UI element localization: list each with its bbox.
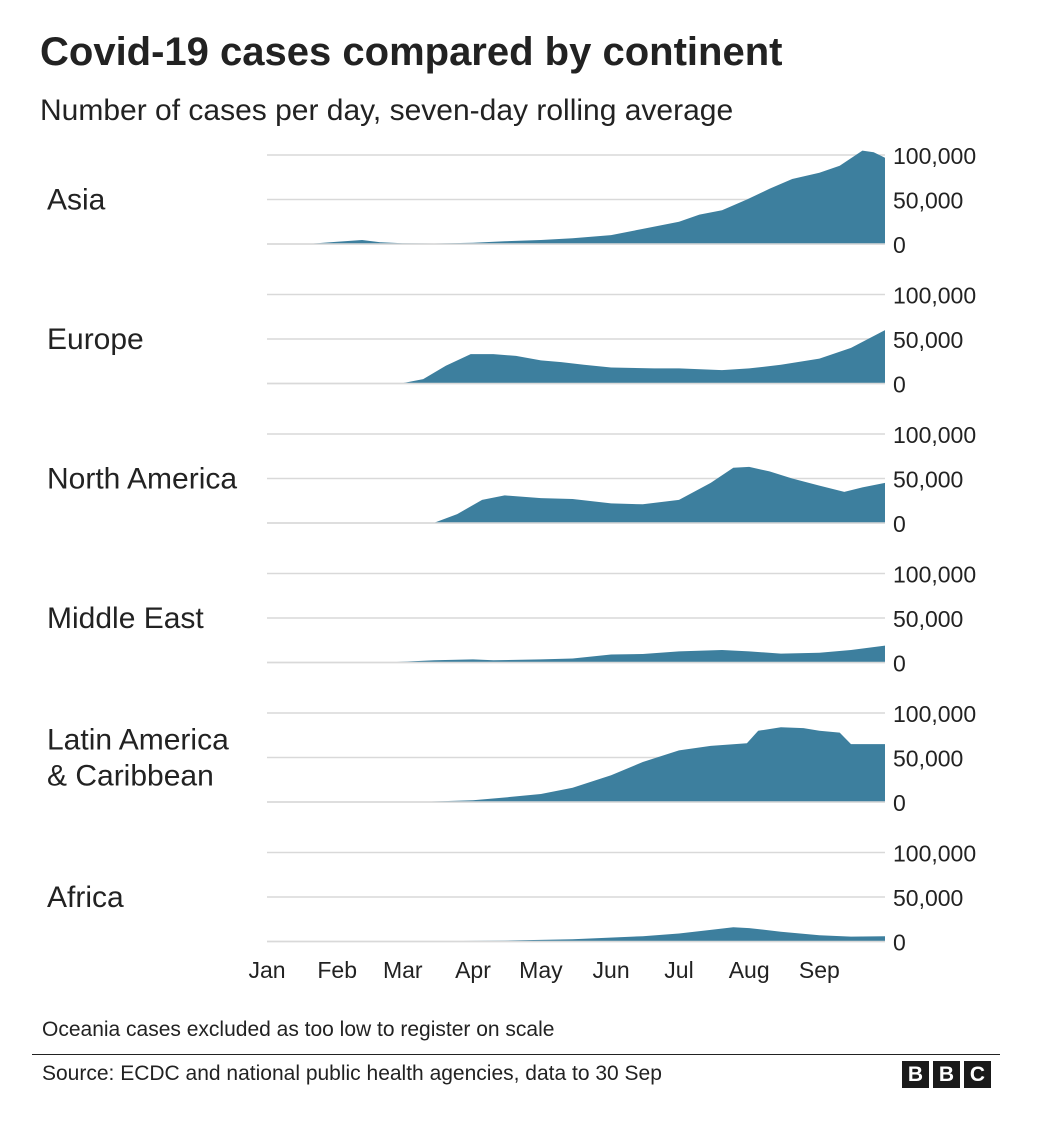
series-label: Latin America [47, 724, 229, 757]
x-tick-label: Apr [455, 957, 491, 983]
page-title: Covid-19 cases compared by continent [40, 30, 783, 74]
x-tick-label: May [519, 957, 563, 983]
bbc-logo-letter: B [933, 1061, 960, 1088]
y-tick-label: 50,000 [893, 327, 963, 353]
y-tick-label: 100,000 [893, 143, 976, 169]
y-tick-label: 50,000 [893, 467, 963, 493]
series-label: Africa [47, 881, 124, 914]
source-note: Source: ECDC and national public health … [42, 1062, 662, 1085]
series-label: Asia [47, 184, 106, 217]
area-series [267, 466, 885, 523]
page-subtitle: Number of cases per day, seven-day rolli… [40, 94, 734, 127]
y-tick-label: 100,000 [893, 841, 976, 867]
x-tick-label: Jan [248, 957, 285, 983]
area-series [267, 330, 885, 384]
x-tick-label: Jun [593, 957, 630, 983]
x-tick-label: Aug [729, 957, 770, 983]
x-tick-label: Feb [317, 957, 357, 983]
area-series [267, 727, 885, 802]
y-tick-label: 50,000 [893, 885, 963, 911]
y-tick-label: 0 [893, 511, 906, 537]
footnote: Oceania cases excluded as too low to reg… [42, 1018, 555, 1041]
series-label: Europe [47, 323, 144, 356]
y-tick-label: 50,000 [893, 746, 963, 772]
y-tick-label: 100,000 [893, 422, 976, 448]
bbc-logo-letter: C [964, 1061, 991, 1088]
x-tick-label: Sep [799, 957, 840, 983]
small-multiples-chart: 100,000 50,000 0 Asia 100,000 50,000 0 Europe 10… [47, 143, 976, 983]
footer-divider [32, 1054, 1000, 1055]
y-tick-label: 0 [893, 651, 906, 677]
x-tick-label: Jul [664, 957, 693, 983]
area-series [267, 645, 885, 663]
y-tick-label: 100,000 [893, 701, 976, 727]
y-tick-label: 100,000 [893, 283, 976, 309]
series-label: North America [47, 463, 237, 496]
area-series [267, 150, 885, 244]
series-label: Middle East [47, 602, 204, 635]
y-tick-label: 0 [893, 930, 906, 956]
bbc-logo: B B C [902, 1061, 991, 1088]
x-tick-label: Mar [383, 957, 423, 983]
y-tick-label: 0 [893, 790, 906, 816]
bbc-logo-letter: B [902, 1061, 929, 1088]
y-tick-label: 50,000 [893, 188, 963, 214]
y-tick-label: 0 [893, 232, 906, 258]
area-series [267, 927, 885, 942]
y-tick-label: 0 [893, 372, 906, 398]
series-label: & Caribbean [47, 760, 214, 793]
y-tick-label: 100,000 [893, 562, 976, 588]
y-tick-label: 50,000 [893, 606, 963, 632]
